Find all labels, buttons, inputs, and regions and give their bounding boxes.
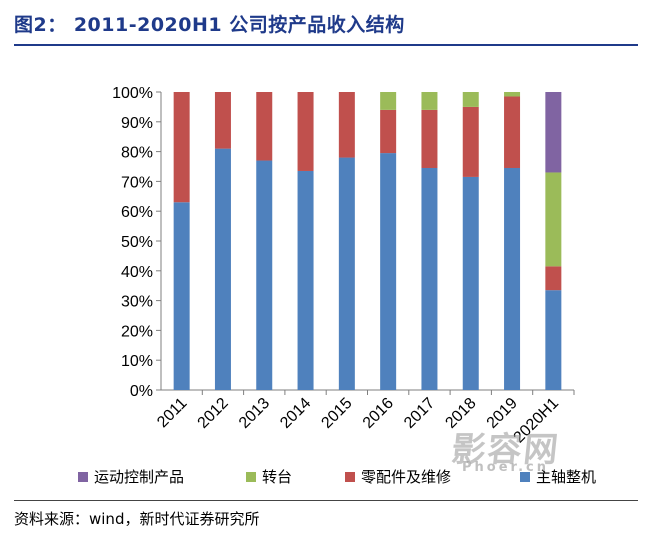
- legend-swatch: [246, 472, 256, 482]
- bar-segment: [421, 109, 438, 168]
- bar-segment: [380, 153, 397, 390]
- x-tick-label: 2015: [318, 395, 355, 432]
- bar-segment: [504, 167, 521, 390]
- watermark-url: Phoer.cn: [462, 460, 549, 475]
- y-tick-label: 100%: [112, 85, 153, 102]
- legend-label: 主轴整机: [536, 468, 596, 486]
- bar-segment: [380, 109, 397, 154]
- bar-segment: [297, 92, 314, 171]
- bar-segment: [256, 160, 273, 390]
- revenue-structure-chart: 0%10%20%30%40%50%60%70%80%90%100%2011 201…: [78, 85, 596, 486]
- bar-segment: [504, 92, 521, 97]
- source-divider: [14, 500, 638, 501]
- y-tick-label: 30%: [121, 294, 153, 311]
- bar-segment: [173, 202, 190, 390]
- bar-segment: [338, 92, 355, 158]
- y-tick-label: 90%: [121, 115, 153, 132]
- bar-segment: [504, 96, 521, 168]
- y-tick-label: 40%: [121, 264, 153, 281]
- y-tick-label: 0%: [130, 383, 153, 400]
- y-tick-label: 60%: [121, 204, 153, 221]
- bar-segment: [462, 92, 479, 107]
- legend-label: 转台: [262, 468, 292, 486]
- bar-segment: [545, 290, 562, 390]
- bar-segment: [173, 92, 190, 203]
- x-tick-label: 2013: [236, 395, 273, 432]
- legend-label: 零配件及维修: [361, 468, 451, 486]
- bar-segment: [545, 266, 562, 291]
- x-tick-label: 2016: [360, 395, 397, 432]
- bar-segment: [462, 106, 479, 177]
- y-tick-label: 20%: [121, 323, 153, 340]
- bar-segment: [545, 172, 562, 267]
- bar-segment: [421, 167, 438, 390]
- bar-segment: [545, 92, 562, 173]
- y-tick-label: 70%: [121, 174, 153, 191]
- y-tick-label: 50%: [121, 234, 153, 251]
- x-tick-label: 2017: [401, 395, 438, 432]
- figure-title: 图2： 2011-2020H1 公司按产品收入结构: [14, 13, 405, 36]
- legend-swatch: [520, 472, 530, 482]
- figure-header: 图2： 2011-2020H1 公司按产品收入结构: [14, 6, 638, 40]
- source-note: 资料来源：wind，新时代证券研究所: [14, 510, 260, 528]
- legend-swatch: [78, 472, 88, 482]
- x-tick-label: 2014: [277, 395, 314, 432]
- y-tick-label: 80%: [121, 145, 153, 162]
- x-tick-label: 2011: [154, 395, 190, 431]
- bar-segment: [421, 92, 438, 110]
- bar-segment: [380, 92, 397, 110]
- legend-swatch: [345, 472, 355, 482]
- bar-segment: [214, 92, 231, 149]
- x-tick-label: 2012: [195, 395, 232, 432]
- bar-segment: [256, 92, 273, 161]
- bar-segment: [297, 170, 314, 390]
- bar-segment: [462, 176, 479, 390]
- bar-segment: [338, 157, 355, 390]
- title-divider: [14, 44, 638, 46]
- bar-segment: [214, 148, 231, 390]
- y-tick-label: 10%: [121, 353, 153, 370]
- legend-label: 运动控制产品: [94, 468, 184, 486]
